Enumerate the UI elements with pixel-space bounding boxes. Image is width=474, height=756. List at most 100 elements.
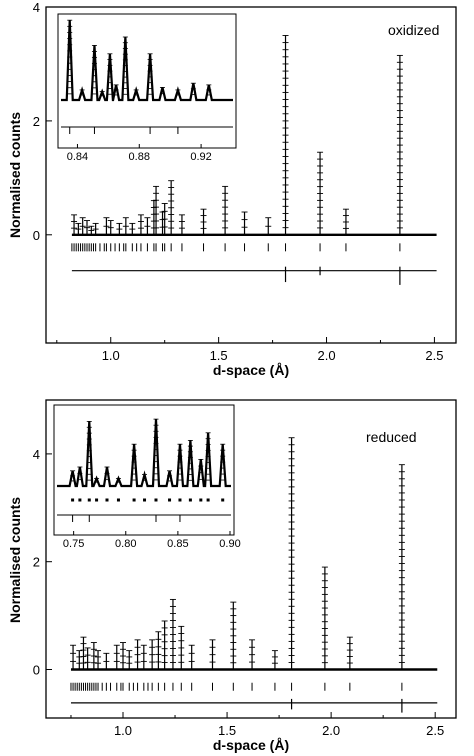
inset-x-ticks: 0.84 0.88 0.92 — [67, 144, 212, 163]
peak — [230, 601, 237, 670]
inset-reduced: 0.75 0.80 0.85 0.90 — [53, 404, 241, 550]
x-axis-title: d-space (Å) — [213, 362, 289, 378]
inset-reflection-marker — [168, 498, 172, 502]
peak — [71, 214, 78, 235]
peak — [209, 639, 216, 670]
peak — [188, 644, 195, 670]
x-axis-title: d-space (Å) — [213, 737, 289, 753]
y-axis-title: Normalised counts — [7, 497, 23, 623]
inset-reflection-marker — [71, 498, 75, 502]
inset-frame — [57, 13, 237, 149]
inset-x-ticks: 0.75 0.80 0.85 0.90 — [63, 531, 241, 550]
inset-frame — [53, 404, 235, 536]
peak — [161, 203, 168, 235]
inset-reflection-marker — [178, 498, 182, 502]
inset-difference-curve — [61, 126, 233, 134]
inset-reflection-marker — [132, 498, 136, 502]
inset-reflection-marker — [154, 498, 158, 502]
peak — [222, 185, 229, 235]
inset-reflection-marker — [95, 498, 99, 502]
peak — [103, 652, 110, 670]
peak — [149, 639, 156, 670]
peak — [321, 566, 328, 670]
x-tick-label: 1.5 — [210, 348, 228, 363]
inset-oxidized: 0.84 0.88 0.92 — [57, 13, 237, 163]
peak — [76, 650, 83, 670]
peak — [155, 631, 162, 670]
peak — [398, 464, 405, 670]
peak — [116, 222, 123, 235]
inset-x-tick-label: 0.85 — [167, 538, 188, 550]
x-tick-label: 2.0 — [317, 348, 335, 363]
peak — [134, 639, 141, 670]
panel-label: reduced — [366, 429, 417, 445]
inset-reflection-marker — [105, 498, 109, 502]
y-ticks: 0 2 4 — [33, 447, 52, 677]
peak — [79, 217, 86, 235]
peak — [200, 208, 207, 235]
inset-difference-curve — [57, 514, 231, 522]
inset-reflection-markers — [71, 498, 225, 502]
y-tick-label: 0 — [33, 228, 40, 243]
panel-reduced: 0 2 4 1.0 1.5 2.0 2.5 reduced d-space (Å) Nor… — [7, 399, 457, 753]
x-tick-label: 2.5 — [426, 723, 444, 738]
peak — [92, 222, 99, 235]
peak — [75, 222, 82, 235]
reflection-ticks — [70, 682, 403, 691]
reflection-ticks — [71, 243, 401, 252]
inset-observed-pattern — [61, 19, 233, 102]
peak — [169, 598, 176, 670]
y-tick-label: 2 — [33, 555, 40, 570]
peak — [84, 647, 91, 670]
peak — [80, 636, 87, 670]
peak — [140, 644, 147, 670]
y-tick-label: 4 — [33, 447, 40, 462]
observed-pattern — [71, 35, 437, 236]
peak — [113, 644, 120, 670]
x-tick-label: 1.0 — [102, 348, 120, 363]
peak — [265, 217, 272, 235]
peak — [126, 650, 133, 670]
peak — [153, 185, 160, 235]
peak — [122, 217, 129, 235]
peak — [120, 642, 127, 670]
peak — [241, 211, 248, 235]
peak — [178, 625, 185, 670]
inset-x-tick-label: 0.80 — [115, 538, 136, 550]
peak — [88, 225, 95, 235]
peak — [168, 180, 175, 235]
inset-reflection-marker — [143, 498, 147, 502]
observed-pattern — [70, 437, 438, 671]
inset-reflection-marker — [206, 498, 210, 502]
panel-oxidized: 0 2 4 1.0 1.5 2.0 2.5 oxidized d-space (Å) No… — [7, 0, 457, 378]
peak — [90, 642, 97, 670]
difference-curve — [70, 698, 438, 713]
panel-label: oxidized — [388, 22, 439, 38]
peak — [282, 35, 289, 235]
peak — [249, 639, 256, 670]
peak — [288, 437, 295, 670]
peak — [95, 650, 102, 670]
peak — [107, 220, 114, 235]
difference-curve — [71, 266, 437, 285]
peak — [129, 222, 136, 235]
x-tick-label: 1.5 — [218, 723, 236, 738]
plot-frame — [45, 6, 457, 344]
y-ticks: 0 2 4 — [33, 0, 52, 243]
inset-x-tick-label: 0.88 — [129, 151, 150, 163]
peak — [137, 214, 144, 235]
peak — [346, 636, 353, 670]
inset-reflection-marker — [78, 498, 82, 502]
x-tick-label: 1.0 — [114, 723, 132, 738]
y-tick-label: 0 — [33, 662, 40, 677]
peak — [70, 644, 77, 670]
peak — [161, 620, 168, 670]
y-axis-title: Normalised counts — [7, 112, 23, 238]
peak — [178, 214, 185, 235]
inset-reflection-marker — [87, 498, 91, 502]
inset-x-tick-label: 0.75 — [63, 538, 84, 550]
inset-observed-pattern — [57, 418, 231, 488]
inset-x-tick-label: 0.92 — [190, 151, 211, 163]
inset-x-tick-label: 0.84 — [67, 151, 88, 163]
